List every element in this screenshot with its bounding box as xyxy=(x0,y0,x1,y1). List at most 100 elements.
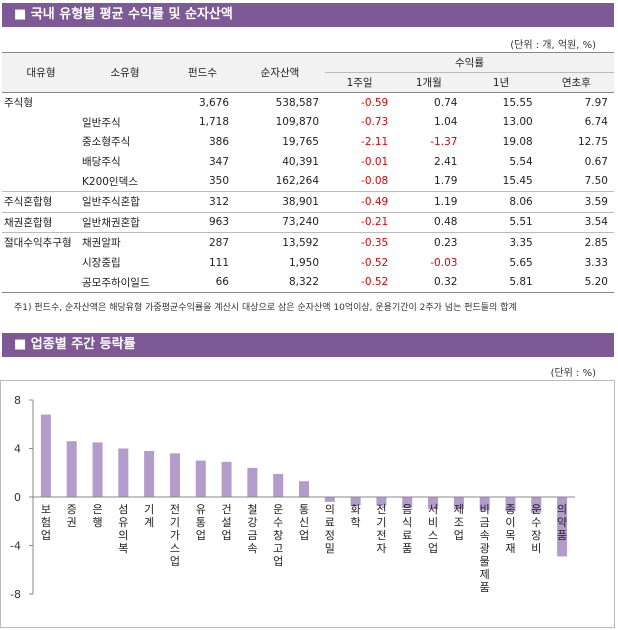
table-cell: 312 xyxy=(170,190,235,213)
table-cell: 1.79 xyxy=(434,175,458,188)
table-cell: 0.23 xyxy=(394,232,464,253)
table-cell: 1,950 xyxy=(288,256,319,269)
table-cell xyxy=(2,171,80,191)
table-cell: -0.52 xyxy=(361,256,389,269)
table-cell xyxy=(2,132,80,152)
table-cell xyxy=(2,113,80,133)
table-cell: 일반주식혼합 xyxy=(80,190,170,213)
table-cell: -0.49 xyxy=(325,190,395,213)
col-header: 연초후 xyxy=(561,77,591,89)
bar xyxy=(324,497,335,502)
table-row: 주식형 3,676 538,587 -0.59 0.74 15.55 7.97 xyxy=(2,93,614,113)
table-cell: 5.54 xyxy=(509,155,533,168)
table-cell: 0.32 xyxy=(434,276,458,289)
table-cell: 주식형 xyxy=(4,97,33,110)
table-cell: 0.74 xyxy=(434,96,458,109)
bar xyxy=(402,497,413,508)
table-cell: 3.35 xyxy=(463,232,539,253)
table-cell: 38,901 xyxy=(235,190,325,213)
plot-frame xyxy=(0,380,615,628)
table-cell: 109,870 xyxy=(275,116,319,129)
bar xyxy=(350,497,361,506)
table-cell: -0.01 xyxy=(361,155,389,168)
y-tick-label: -4 xyxy=(10,540,21,553)
bar xyxy=(273,473,284,497)
table-row: 채권혼합형 일반채권혼합 963 73,240 -0.21 0.48 5.51 3.54 xyxy=(2,211,614,233)
fund-table: 대유형 소유형 펀드수 순자산액 수익률 1주일 1개월 1년 연초후 주식형 3… xyxy=(2,52,614,293)
table-cell: -0.08 xyxy=(361,175,389,188)
table-cell: 1.19 xyxy=(394,190,464,213)
table-cell xyxy=(80,93,170,113)
table-cell: 19,765 xyxy=(282,135,319,148)
table-cell: 2.85 xyxy=(538,232,614,253)
col-header: 1년 xyxy=(492,77,510,89)
y-tick-label: -8 xyxy=(10,588,21,601)
col-group-header: 수익률 xyxy=(325,52,614,73)
col-header: 1개월 xyxy=(415,77,442,89)
table-cell: 3,676 xyxy=(198,96,229,109)
footnote: 주1) 펀드수, 순자산액은 해당유형 가중평균수익률을 계산시 대상으로 삼은… xyxy=(14,303,517,313)
y-tick-label: 4 xyxy=(14,443,21,456)
table-cell xyxy=(2,152,80,172)
table-cell: 5.51 xyxy=(463,211,539,233)
table-cell: 19.08 xyxy=(502,135,533,148)
table-cell: 주식혼합형 xyxy=(2,190,80,213)
table-row: 배당주식 347 40,391 -0.01 2.41 5.54 0.67 xyxy=(2,152,614,172)
table-cell: 111 xyxy=(208,256,229,269)
table-cell: 13,592 xyxy=(235,232,325,253)
table-cell: 73,240 xyxy=(235,211,325,233)
bar xyxy=(40,414,51,497)
table-cell: -0.52 xyxy=(361,276,389,289)
table-cell: 13.00 xyxy=(502,116,533,129)
table-row: K200인덱스 350 162,264 -0.08 1.79 15.45 7.50 xyxy=(2,171,614,191)
table-row: 시장중립 111 1,950 -0.52 -0.03 5.65 3.33 xyxy=(2,253,614,273)
bar xyxy=(453,497,464,510)
col-header: 대유형 xyxy=(26,67,56,79)
table-cell: 350 xyxy=(208,175,229,188)
table-cell: 0.48 xyxy=(394,211,464,233)
table-cell: 66 xyxy=(215,276,229,289)
table-cell: -0.03 xyxy=(430,256,458,269)
table-cell: 시장중립 xyxy=(82,257,121,270)
table-cell: 1.04 xyxy=(434,116,458,129)
bar xyxy=(221,461,232,497)
table-cell: -0.73 xyxy=(361,116,389,129)
table-cell: 7.50 xyxy=(584,175,608,188)
table-row: 주식혼합형 일반주식혼합 312 38,901 -0.49 1.19 8.06 3.59 xyxy=(2,190,614,213)
bar xyxy=(428,497,439,510)
table-cell: -2.11 xyxy=(361,135,389,148)
table-cell: 386 xyxy=(208,135,229,148)
y-tick-label: 0 xyxy=(14,491,21,504)
table-cell: 963 xyxy=(170,211,235,233)
table-cell: K200인덱스 xyxy=(82,175,138,188)
bar xyxy=(169,453,180,497)
table-cell: 40,391 xyxy=(282,155,319,168)
col-header: 1주일 xyxy=(346,77,373,89)
bar xyxy=(299,481,309,497)
bar xyxy=(479,497,490,511)
y-tick-label: 8 xyxy=(14,394,21,407)
table-cell: 8.06 xyxy=(463,190,539,213)
table-cell: -0.59 xyxy=(361,96,389,109)
table-cell: 347 xyxy=(208,155,229,168)
table-cell: 3.54 xyxy=(538,211,614,233)
table-cell: 8,322 xyxy=(288,276,319,289)
table-cell: 중소형주식 xyxy=(82,136,131,149)
table-cell: 0.67 xyxy=(584,155,608,168)
table-cell: 일반채권혼합 xyxy=(80,211,170,233)
unit-note: (단위 : 개, 억원, %) xyxy=(510,40,596,51)
